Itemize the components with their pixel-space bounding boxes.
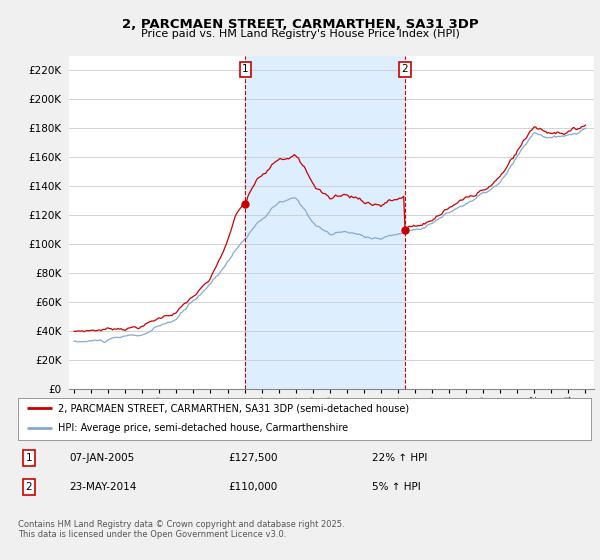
Text: HPI: Average price, semi-detached house, Carmarthenshire: HPI: Average price, semi-detached house,… bbox=[58, 423, 348, 433]
Text: Contains HM Land Registry data © Crown copyright and database right 2025.
This d: Contains HM Land Registry data © Crown c… bbox=[18, 520, 344, 539]
Bar bbox=[245, 56, 405, 389]
Text: 2: 2 bbox=[25, 482, 32, 492]
Text: 22% ↑ HPI: 22% ↑ HPI bbox=[372, 453, 427, 463]
Text: 1: 1 bbox=[25, 453, 32, 463]
Text: £127,500: £127,500 bbox=[228, 453, 277, 463]
Text: 07-JAN-2005: 07-JAN-2005 bbox=[69, 453, 134, 463]
Text: 2, PARCMAEN STREET, CARMARTHEN, SA31 3DP (semi-detached house): 2, PARCMAEN STREET, CARMARTHEN, SA31 3DP… bbox=[58, 403, 409, 413]
Text: 1: 1 bbox=[242, 64, 249, 74]
Text: 2, PARCMAEN STREET, CARMARTHEN, SA31 3DP: 2, PARCMAEN STREET, CARMARTHEN, SA31 3DP bbox=[122, 18, 478, 31]
Text: 2: 2 bbox=[401, 64, 408, 74]
Text: 5% ↑ HPI: 5% ↑ HPI bbox=[372, 482, 421, 492]
Text: 23-MAY-2014: 23-MAY-2014 bbox=[69, 482, 136, 492]
Text: Price paid vs. HM Land Registry's House Price Index (HPI): Price paid vs. HM Land Registry's House … bbox=[140, 29, 460, 39]
Text: £110,000: £110,000 bbox=[228, 482, 277, 492]
